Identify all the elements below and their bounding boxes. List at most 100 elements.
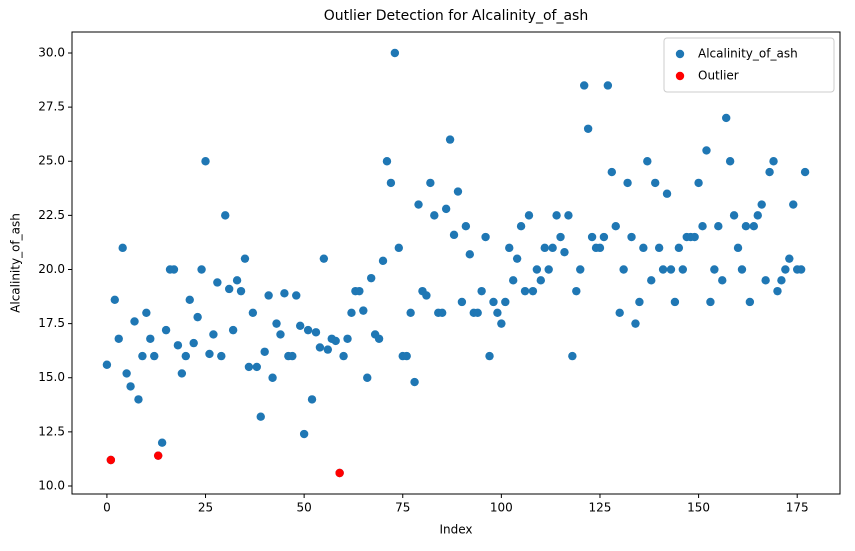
x-tick-label: 175 <box>786 501 809 515</box>
scatter-point <box>741 221 751 231</box>
scatter-point <box>595 243 605 253</box>
scatter-point <box>568 351 577 361</box>
chart-title: Outlier Detection for Alcalinity_of_ash <box>324 8 588 24</box>
scatter-point <box>374 334 384 343</box>
scatter-point <box>678 265 688 274</box>
scatter-point <box>800 167 810 177</box>
legend-marker <box>675 71 685 81</box>
scatter-point <box>122 369 131 378</box>
scatter-point <box>623 178 632 188</box>
scatter-point <box>572 286 581 296</box>
scatter-point <box>647 276 656 285</box>
scatter-point <box>209 330 218 339</box>
scatter-point <box>611 221 620 231</box>
scatter-point <box>761 276 770 285</box>
scatter-point <box>576 265 585 274</box>
scatter-point <box>441 204 451 214</box>
x-tick-label: 100 <box>490 501 513 515</box>
scatter-point <box>335 468 344 478</box>
scatter-point <box>658 265 668 274</box>
x-tick-label: 0 <box>103 501 111 515</box>
scatter-point <box>465 250 475 259</box>
scatter-point <box>745 297 755 307</box>
y-axis-label: Alcalinity_of_ash <box>9 213 23 313</box>
scatter-point <box>796 265 806 274</box>
scatter-point <box>244 362 254 372</box>
scatter-point <box>240 254 250 263</box>
scatter-point <box>773 286 782 296</box>
scatter-point <box>138 351 147 361</box>
scatter-point <box>359 306 368 315</box>
scatter-point <box>363 373 372 382</box>
scatter-point <box>564 211 573 220</box>
scatter-point <box>185 295 194 305</box>
scatter-point <box>497 319 506 328</box>
scatter-point <box>205 349 214 359</box>
scatter-point <box>650 178 660 188</box>
scatter-point <box>295 321 305 330</box>
scatter-point <box>382 157 392 166</box>
legend-box <box>663 37 835 93</box>
scatter-point <box>280 289 289 298</box>
scatter-point <box>635 297 644 307</box>
scatter-point <box>232 276 242 285</box>
scatter-point <box>181 351 190 361</box>
scatter-point <box>323 345 333 354</box>
scatter-point <box>654 243 664 253</box>
scatter-point <box>485 351 494 361</box>
legend-label: Alcalinity_of_ash <box>698 47 798 61</box>
scatter-point <box>193 312 202 322</box>
scatter-point <box>437 308 447 317</box>
scatter-point <box>615 308 624 317</box>
scatter-point <box>674 243 684 253</box>
scatter-point <box>236 286 246 296</box>
scatter-point <box>662 189 672 198</box>
scatter-point <box>142 308 151 317</box>
scatter-point <box>599 232 609 242</box>
scatter-point <box>153 451 163 460</box>
scatter-point <box>378 256 388 266</box>
x-axis-label: Index <box>439 523 472 537</box>
scatter-point <box>706 297 715 307</box>
scatter-point <box>114 334 123 343</box>
scatter-point <box>520 286 530 296</box>
scatter-point <box>197 265 206 274</box>
scatter-point <box>272 319 281 328</box>
scatter-point <box>453 187 463 196</box>
scatter-point <box>252 362 262 372</box>
x-tick-label: 75 <box>395 501 410 515</box>
scatter-point <box>757 200 766 209</box>
scatter-point <box>722 113 731 123</box>
scatter-point <box>718 276 727 285</box>
scatter-point <box>481 232 490 242</box>
x-tick-label: 150 <box>687 501 710 515</box>
scatter-point <box>339 351 348 361</box>
legend-marker <box>675 49 685 59</box>
y-tick-label: 17.5 <box>38 316 65 330</box>
scatter-point <box>311 328 321 337</box>
scatter-point <box>201 157 210 166</box>
scatter-point <box>134 395 143 404</box>
scatter-point <box>536 276 546 285</box>
scatter-point <box>386 178 396 188</box>
scatter-point <box>110 295 119 305</box>
scatter-point <box>430 211 439 220</box>
scatter-point <box>402 351 411 361</box>
scatter-point <box>544 265 553 274</box>
scatter-point <box>777 276 786 285</box>
scatter-point <box>516 221 526 231</box>
scatter-point <box>213 278 222 287</box>
scatter-point <box>714 221 723 231</box>
scatter-point <box>524 211 534 220</box>
scatter-point <box>489 297 498 307</box>
scatter-point <box>765 167 774 177</box>
scatter-point <box>461 221 471 231</box>
scatter-point <box>268 373 277 382</box>
y-tick-label: 20.0 <box>38 262 65 276</box>
legend-label: Outlier <box>698 69 739 83</box>
scatter-point <box>666 265 676 274</box>
y-tick-label: 25.0 <box>38 154 65 168</box>
scatter-point <box>670 297 680 307</box>
plot-frame <box>71 31 841 495</box>
